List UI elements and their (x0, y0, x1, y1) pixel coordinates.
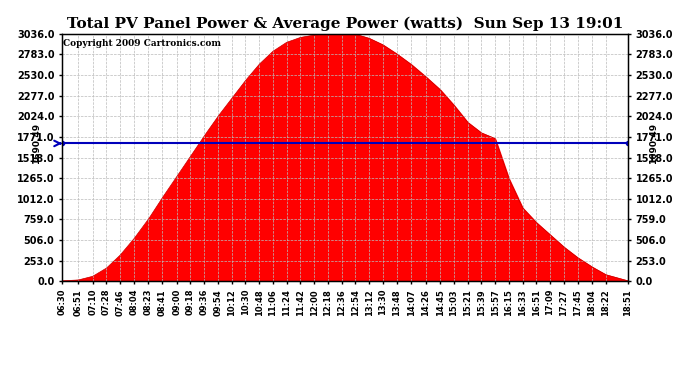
Text: 1690.49: 1690.49 (32, 123, 41, 164)
Text: 1690.49: 1690.49 (649, 123, 658, 164)
Text: Copyright 2009 Cartronics.com: Copyright 2009 Cartronics.com (63, 39, 221, 48)
Title: Total PV Panel Power & Average Power (watts)  Sun Sep 13 19:01: Total PV Panel Power & Average Power (wa… (67, 17, 623, 31)
